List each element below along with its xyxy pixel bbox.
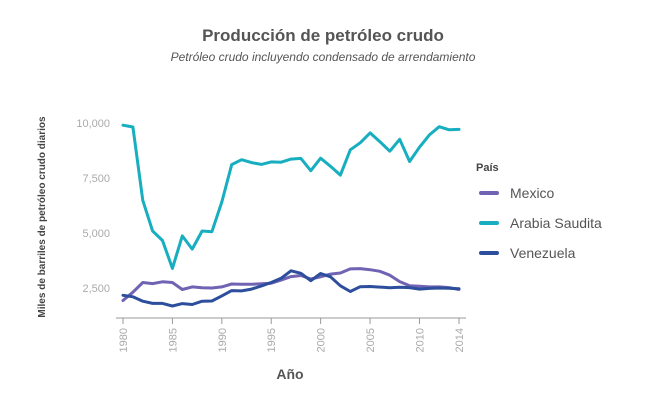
legend: País Mexico Arabia Saudita Venezuela [476,162,602,261]
series-line-arabia-saudita [121,123,461,270]
legend-items: Mexico Arabia Saudita Venezuela [479,185,602,261]
legend-label-mexico: Mexico [510,185,555,201]
legend-label-arabia-saudita: Arabia Saudita [510,215,602,231]
x-tick-label-4: 2000 [316,328,328,352]
x-axis-label: Año [276,366,303,382]
y-tick-label-3: 10,000 [76,118,110,130]
series-line-mexico [121,267,461,302]
x-axis-ticks: 1980 1985 1990 1995 2000 2005 2010 2014 [118,318,466,352]
x-tick-label-1: 1985 [167,328,179,352]
series-line-venezuela [121,269,461,308]
legend-label-venezuela: Venezuela [510,245,576,261]
x-tick-label-7: 2014 [454,328,466,352]
y-tick-label-0: 2,500 [82,283,110,295]
x-tick-label-5: 2005 [365,328,377,352]
y-axis-ticks: 2,500 5,000 7,500 10,000 [76,118,110,295]
chart-subtitle: Petróleo crudo incluyendo condensado de … [171,50,476,64]
series-lines [121,123,461,308]
y-axis-label: Miles de barriles de petróleo crudo diar… [37,116,48,318]
y-tick-label-1: 5,000 [82,228,110,240]
legend-title: País [476,162,499,174]
y-tick-label-2: 7,500 [82,173,110,185]
x-tick-label-6: 2010 [414,328,426,352]
x-tick-label-2: 1990 [217,328,229,352]
chart-title: Producción de petróleo crudo [202,26,444,45]
x-tick-label-3: 1995 [266,328,278,352]
x-tick-label-0: 1980 [118,328,130,352]
